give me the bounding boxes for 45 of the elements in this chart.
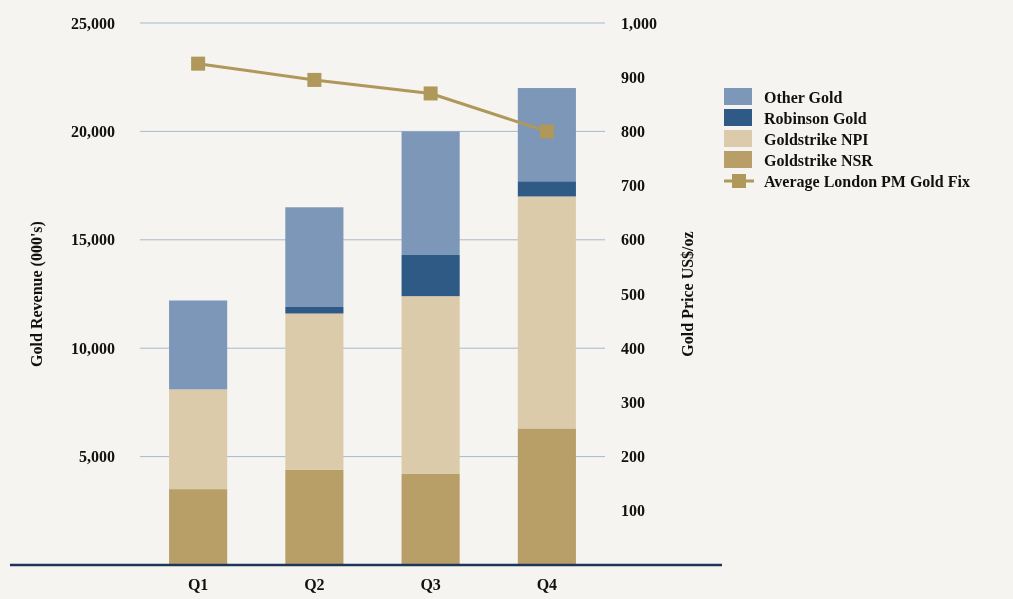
y2-tick-label: 100 (621, 502, 645, 520)
y2-tick-label: 200 (621, 448, 645, 466)
y2-tick-label: 700 (621, 177, 645, 195)
y-tick-label: 25,000 (71, 14, 115, 32)
legend-label: Average London PM Gold Fix (764, 172, 970, 191)
bar (169, 389, 228, 490)
y2-tick-label: 600 (621, 231, 645, 249)
bar (285, 469, 344, 565)
point (539, 124, 554, 139)
bar (517, 196, 576, 429)
legend-label: Robinson Gold (764, 109, 867, 127)
x-tick-label: Q3 (420, 576, 441, 593)
y2-tick-label: 500 (621, 285, 645, 303)
legend-label: Goldstrike NSR (764, 151, 874, 169)
y2-axis-title: Gold Price US$/oz (679, 231, 696, 357)
y2-tick-label: 900 (621, 68, 645, 86)
y2-tick-label: 300 (621, 394, 645, 411)
bar (285, 307, 344, 314)
y2-tick-label: 1,000 (621, 14, 657, 32)
point (191, 56, 206, 71)
bar (517, 181, 576, 197)
bar (517, 428, 576, 565)
legend-label: Goldstrike NPI (764, 130, 869, 148)
bar (169, 300, 228, 390)
y-tick-label: 20,000 (71, 123, 115, 140)
x-tick-label: Q4 (536, 576, 558, 593)
bar (285, 313, 344, 470)
y-tick-label: 15,000 (71, 231, 115, 249)
y-axis-title: Gold Revenue (000's) (28, 221, 46, 367)
bar (517, 88, 576, 182)
x-tick-label: Q1 (187, 576, 209, 593)
y2-tick-label: 800 (621, 123, 645, 140)
bar (401, 473, 460, 565)
x-tick-label: Q2 (304, 576, 325, 593)
bar (285, 207, 344, 308)
y2-tick-label: 400 (621, 339, 645, 357)
bar (401, 296, 460, 474)
point (423, 86, 438, 101)
point (307, 72, 322, 87)
legend-label: Other Gold (764, 88, 843, 106)
bar (401, 131, 460, 255)
bar (169, 489, 228, 565)
bar (401, 254, 460, 297)
y-tick-label: 10,000 (71, 339, 115, 357)
y-tick-label: 5,000 (79, 448, 115, 466)
